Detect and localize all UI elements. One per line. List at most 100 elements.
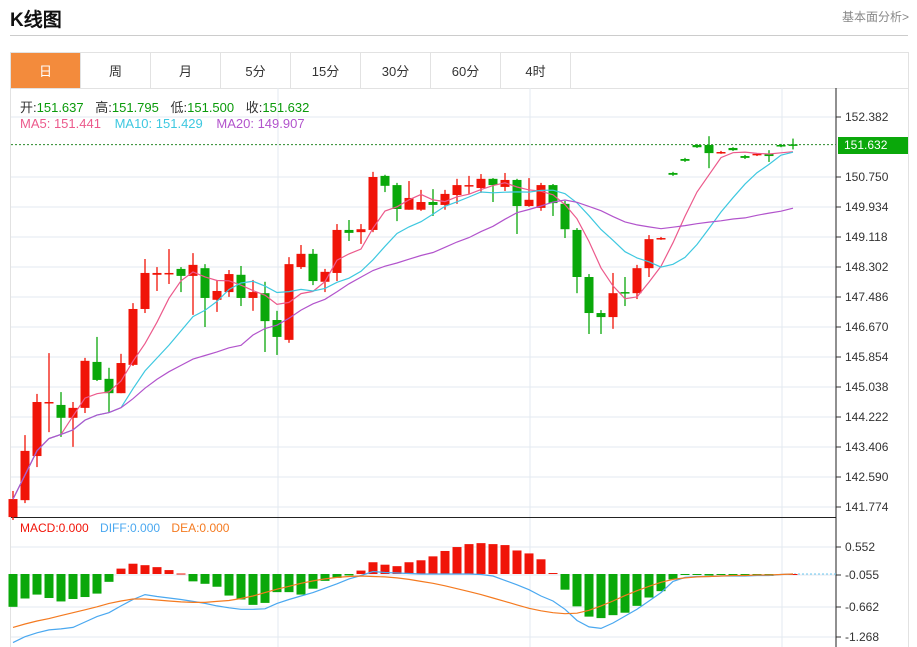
tab-week[interactable]: 周: [81, 53, 151, 88]
candle-body: [452, 185, 462, 196]
macd-bar: [20, 574, 30, 599]
macd-bar: [584, 574, 594, 617]
macd-bar: [236, 574, 246, 600]
macd-bar: [680, 574, 690, 575]
candle-body: [68, 407, 78, 418]
candle-body: [44, 402, 54, 404]
candle-body: [104, 378, 114, 394]
current-price-badge: 151.632: [838, 137, 908, 154]
tab-15min[interactable]: 15分: [291, 53, 361, 88]
price-tick-label: 145.038: [845, 380, 889, 394]
chart-area[interactable]: [10, 88, 909, 647]
macd-bar: [380, 564, 390, 574]
price-tick-label: 150.750: [845, 170, 889, 184]
macd-bar: [368, 562, 378, 574]
tab-day[interactable]: 日: [11, 53, 81, 88]
macd-bar: [272, 574, 282, 593]
ma20-legend: MA20: 149.907: [216, 116, 305, 131]
candle-body: [608, 293, 618, 318]
candle-body: [176, 268, 186, 276]
macd-bar: [248, 574, 258, 605]
macd-bar: [452, 547, 462, 574]
tab-5min[interactable]: 5分: [221, 53, 291, 88]
candle-body: [140, 272, 150, 309]
ohlc-info: 开:151.637 高:151.795 低:151.500 收:151.632: [20, 97, 317, 116]
macd-bar: [548, 573, 558, 575]
tab-60min[interactable]: 60分: [431, 53, 501, 88]
diff-value: DIFF:0.000: [100, 521, 161, 535]
candle-body: [788, 144, 798, 146]
fundamental-analysis-link[interactable]: 基本面分析>: [841, 10, 909, 24]
price-tick-label: 147.486: [845, 290, 889, 304]
candle-body: [728, 147, 738, 151]
macd-bar: [8, 574, 18, 607]
candle-body: [404, 197, 414, 210]
price-tick-label: 148.302: [845, 260, 889, 274]
macd-bar: [152, 567, 162, 574]
macd-tick-label: -1.268: [845, 630, 880, 644]
candle-body: [776, 145, 786, 147]
tab-4hour[interactable]: 4时: [501, 53, 571, 88]
candle-body: [680, 158, 690, 161]
candle-body: [92, 361, 102, 380]
macd-bar: [428, 556, 438, 574]
candle-body: [320, 271, 330, 282]
candle-body: [152, 272, 162, 275]
dea-value: DEA:0.000: [171, 521, 230, 535]
candle-body: [296, 253, 306, 268]
candle-body: [80, 360, 90, 408]
ma5-line: [12, 151, 794, 500]
low-value: 151.500: [187, 100, 235, 115]
macd-bar: [320, 574, 330, 581]
price-tick-label: 149.118: [845, 230, 888, 244]
period-tabs: 日 周 月 5分 15分 30分 60分 4时: [10, 52, 909, 89]
candle-body: [596, 313, 606, 318]
candle-body: [392, 185, 402, 209]
macd-bar: [116, 568, 126, 574]
close-label: 收:: [245, 100, 263, 115]
candle-body: [584, 277, 594, 314]
candle-body: [764, 153, 774, 157]
ma20-line: [12, 199, 794, 500]
macd-bar: [416, 560, 426, 574]
macd-bar: [524, 553, 534, 574]
macd-bar: [404, 562, 414, 574]
macd-bar: [224, 574, 234, 596]
macd-tick-label: -0.662: [845, 600, 880, 614]
candle-body: [524, 199, 534, 207]
candle-body: [116, 363, 126, 394]
price-tick-label: 146.670: [845, 320, 889, 334]
macd-bar: [296, 574, 306, 595]
candle-body: [416, 202, 426, 210]
macd-bar: [92, 574, 102, 594]
macd-bar: [488, 544, 498, 574]
macd-bar: [560, 574, 570, 590]
candle-body: [536, 185, 546, 208]
tab-30min[interactable]: 30分: [361, 53, 431, 88]
tab-month[interactable]: 月: [151, 53, 221, 88]
macd-bar: [140, 565, 150, 574]
candle-body: [752, 153, 762, 156]
candle-body: [344, 229, 354, 233]
candle-body: [356, 229, 366, 233]
macd-bar: [56, 574, 66, 602]
ma10-legend: MA10: 151.429: [114, 116, 203, 131]
candle-body: [512, 179, 522, 207]
candle-body: [704, 145, 714, 154]
price-tick-label: 142.590: [845, 470, 889, 484]
close-value: 151.632: [262, 100, 310, 115]
candle-body: [668, 172, 678, 175]
macd-bar: [464, 544, 474, 574]
candle-body: [32, 402, 42, 457]
candle-body: [332, 229, 342, 273]
macd-bar: [692, 574, 702, 575]
macd-bar: [188, 574, 198, 582]
candle-body: [548, 185, 558, 204]
macd-bar: [728, 574, 738, 576]
price-tick-label: 145.854: [845, 350, 889, 364]
candle-body: [656, 238, 666, 240]
ma-legend: MA5: 151.441 MA10: 151.429 MA20: 149.907: [20, 116, 305, 131]
macd-bar: [620, 574, 630, 613]
divider: [10, 35, 908, 36]
